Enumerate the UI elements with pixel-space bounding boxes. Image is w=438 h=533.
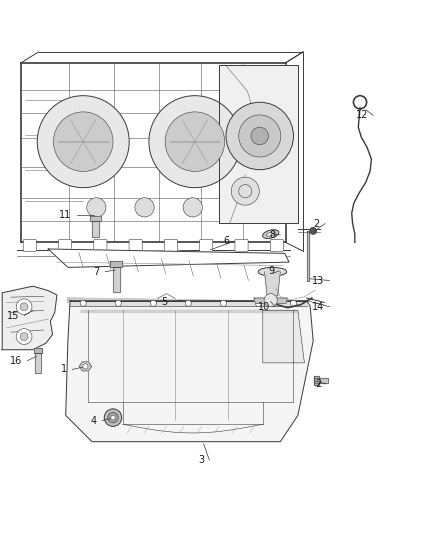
Text: 3: 3 (198, 455, 204, 465)
Text: 13: 13 (312, 276, 324, 286)
Polygon shape (90, 216, 101, 221)
Circle shape (80, 300, 86, 306)
Circle shape (16, 299, 32, 314)
Text: 9: 9 (268, 266, 274, 276)
Circle shape (220, 300, 226, 306)
FancyBboxPatch shape (235, 239, 248, 252)
Circle shape (290, 300, 297, 306)
Text: 6: 6 (223, 236, 229, 246)
Text: 15: 15 (7, 311, 19, 320)
Text: 1: 1 (61, 365, 67, 374)
Polygon shape (113, 266, 120, 292)
Circle shape (150, 300, 156, 306)
FancyBboxPatch shape (94, 239, 107, 252)
Text: 8: 8 (269, 230, 275, 240)
Text: 5: 5 (162, 296, 168, 306)
Polygon shape (314, 376, 319, 385)
Text: 14: 14 (312, 302, 324, 312)
Circle shape (135, 198, 154, 217)
Polygon shape (263, 310, 304, 363)
Circle shape (20, 333, 28, 341)
Polygon shape (307, 231, 309, 280)
Polygon shape (2, 286, 57, 350)
Circle shape (165, 112, 225, 172)
FancyBboxPatch shape (270, 239, 283, 252)
Circle shape (231, 177, 259, 205)
Circle shape (226, 102, 293, 169)
Polygon shape (70, 301, 307, 306)
Polygon shape (81, 310, 298, 312)
Text: 2: 2 (314, 219, 320, 229)
Text: 10: 10 (258, 302, 270, 312)
Circle shape (255, 300, 261, 306)
Text: 2: 2 (315, 379, 321, 389)
Text: 7: 7 (94, 266, 100, 277)
Circle shape (87, 198, 106, 217)
FancyBboxPatch shape (59, 239, 72, 252)
Circle shape (310, 228, 316, 233)
Circle shape (20, 303, 28, 311)
Polygon shape (110, 261, 122, 266)
Circle shape (239, 115, 281, 157)
Circle shape (185, 300, 191, 306)
Circle shape (53, 112, 113, 172)
Polygon shape (48, 249, 289, 268)
Polygon shape (66, 301, 313, 442)
Ellipse shape (263, 230, 279, 238)
FancyBboxPatch shape (200, 239, 213, 252)
Text: 4: 4 (91, 416, 97, 426)
Circle shape (108, 413, 118, 423)
Circle shape (115, 300, 121, 306)
Circle shape (264, 294, 277, 307)
FancyBboxPatch shape (23, 239, 36, 252)
Text: 12: 12 (356, 110, 368, 120)
Circle shape (149, 96, 241, 188)
Circle shape (251, 127, 268, 145)
Polygon shape (35, 353, 41, 374)
FancyBboxPatch shape (129, 239, 142, 252)
Circle shape (37, 96, 129, 188)
Polygon shape (219, 65, 298, 223)
Circle shape (16, 329, 32, 344)
Polygon shape (34, 349, 42, 353)
Text: 16: 16 (10, 356, 22, 366)
Text: 11: 11 (59, 210, 71, 220)
Polygon shape (79, 362, 92, 371)
Circle shape (310, 228, 317, 235)
Circle shape (111, 415, 115, 420)
Polygon shape (265, 272, 280, 296)
Ellipse shape (266, 232, 276, 236)
Circle shape (83, 364, 88, 369)
Ellipse shape (258, 268, 286, 276)
FancyBboxPatch shape (164, 239, 177, 252)
Circle shape (183, 198, 202, 217)
Circle shape (104, 409, 122, 426)
Polygon shape (92, 221, 99, 237)
Polygon shape (68, 298, 304, 304)
Polygon shape (314, 378, 328, 383)
Polygon shape (254, 298, 287, 303)
